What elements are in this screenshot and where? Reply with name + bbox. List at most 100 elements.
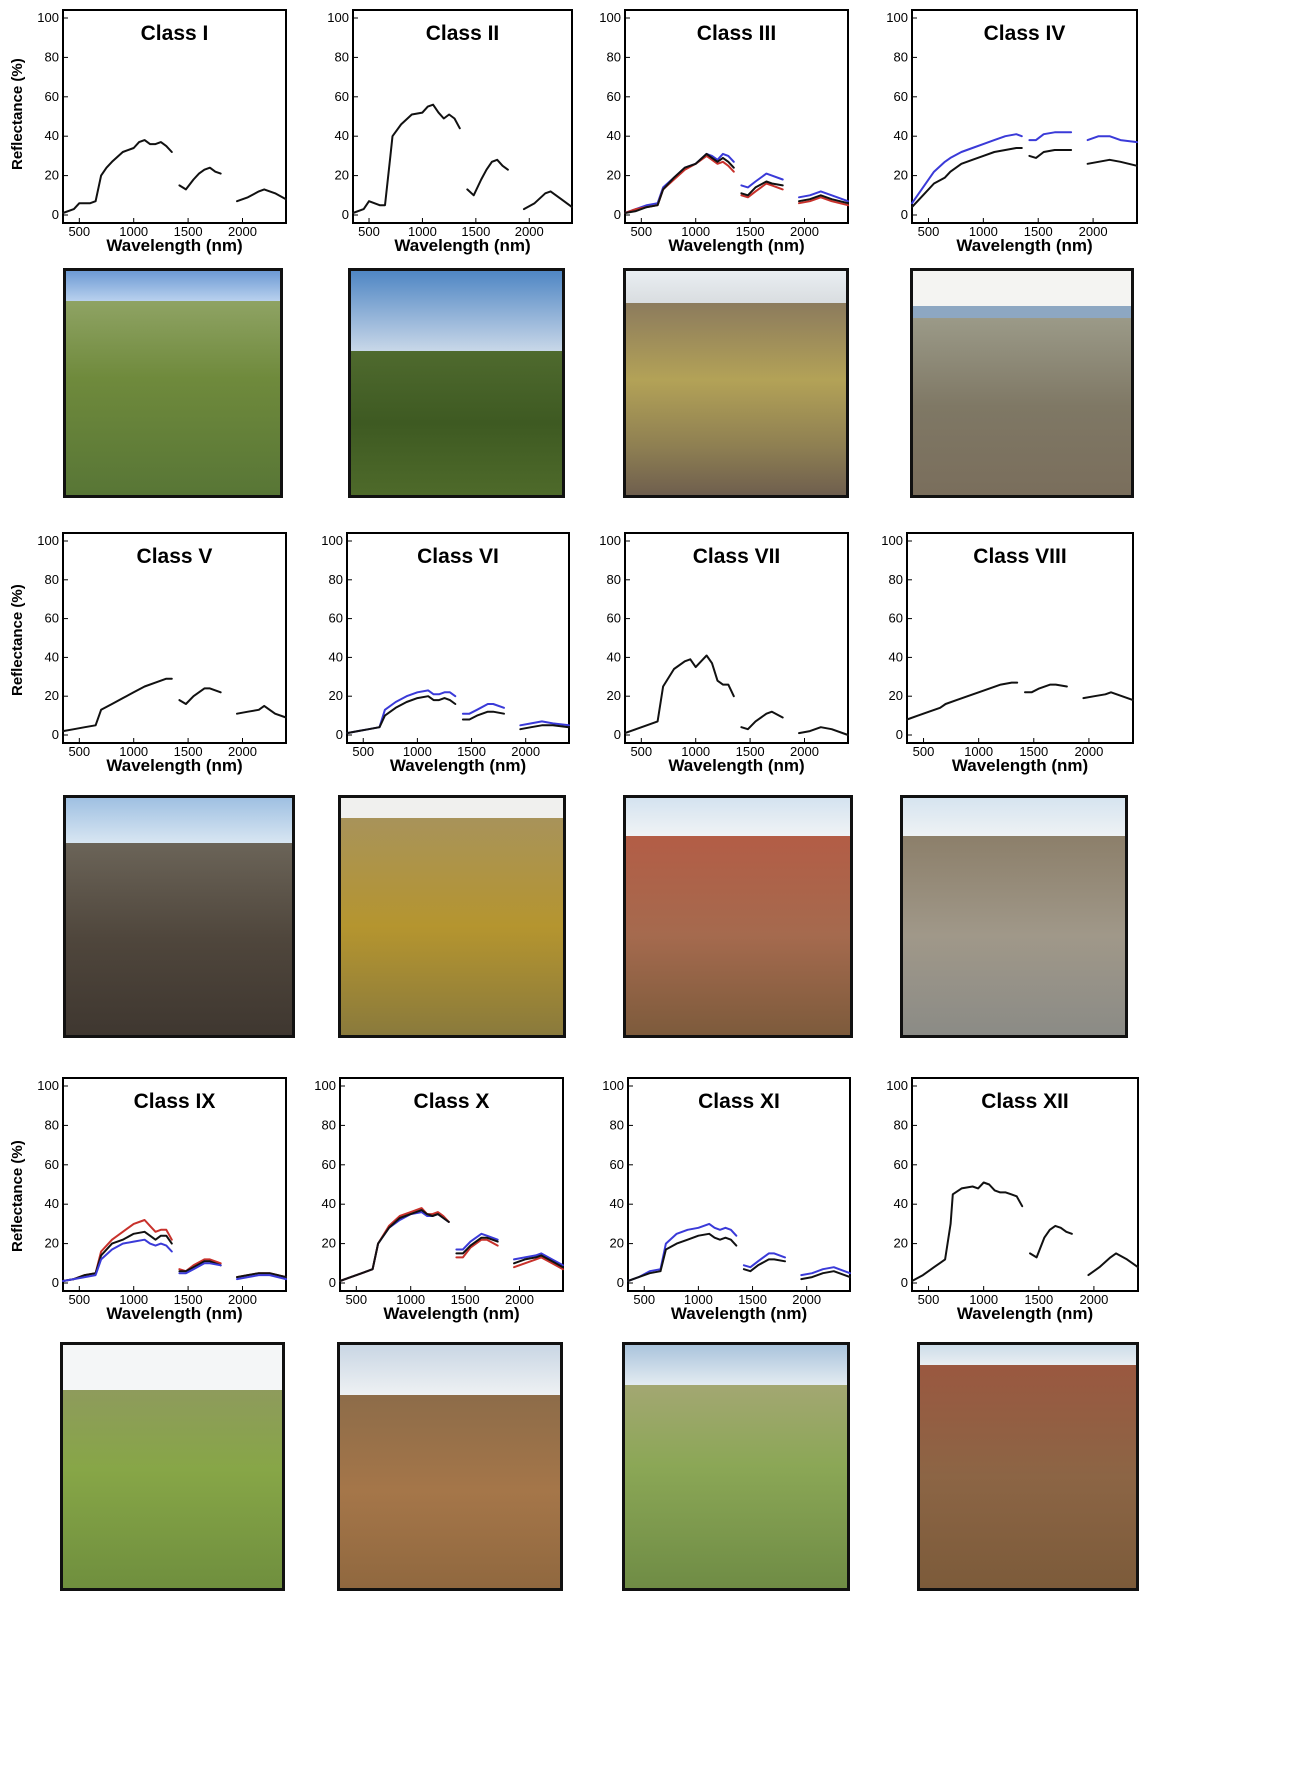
y-tick-label: 100 [602, 1078, 624, 1093]
series-line-black-seg1 [346, 695, 457, 735]
chart-svg: Class XI 0 20 40 60 80 100 500 1000 1500 2000Wavel… [602, 1077, 851, 1323]
series-line-blue-seg3 [798, 190, 849, 203]
series-line-black-seg2 [178, 687, 222, 705]
x-tick-label: 2000 [511, 744, 540, 759]
x-tick-label: 1500 [1024, 1292, 1053, 1307]
x-tick-label: 500 [68, 1292, 90, 1307]
x-tick-label: 2000 [228, 1292, 257, 1307]
x-tick-label: 1500 [451, 1292, 480, 1307]
series-line-blue-seg2 [178, 1262, 222, 1275]
x-tick-label: 500 [630, 224, 652, 239]
x-axis-label: Wavelength (nm) [394, 236, 530, 255]
x-tick-label: 1000 [408, 224, 437, 239]
chart-title: Class XI [698, 1090, 780, 1113]
series-line-black-seg3 [236, 1272, 287, 1279]
x-tick-label: 500 [918, 224, 940, 239]
y-tick-label: 40 [45, 1196, 59, 1211]
chart-svg: Class IV 0 20 40 60 80 100 500 1000 1500 2000Wavel… [886, 9, 1138, 255]
series-line-black-seg3 [1086, 158, 1138, 167]
x-tick-label: 500 [68, 744, 90, 759]
y-tick-label: 0 [52, 1275, 59, 1290]
plot-frame [906, 532, 1134, 744]
x-tick-label: 1500 [174, 224, 203, 239]
x-tick-label: 2000 [790, 744, 819, 759]
x-tick-label: 1500 [736, 744, 765, 759]
y-tick-label: 100 [886, 1078, 908, 1093]
field-photo-class-xii [917, 1342, 1139, 1591]
chart-panel-10: Class X 0 20 40 60 80 100 500 1000 1500 2000 Wavele… [314, 1077, 564, 1323]
chart-svg: Class VII 0 20 40 60 80 100 500 1000 1500 2000Wave… [599, 532, 849, 775]
series-line-black-seg2 [1029, 1224, 1073, 1259]
chart-panel-5: Class V 0 20 40 60 80 100 500 1000 1500 2000 Wavele… [37, 532, 287, 775]
y-tick-label: 0 [617, 1275, 624, 1290]
y-tick-label: 40 [45, 128, 59, 143]
series-line-black-seg1 [339, 1209, 450, 1282]
y-tick-label: 20 [335, 168, 349, 183]
field-photo-class-vi [338, 795, 566, 1038]
plot-frame [62, 9, 287, 224]
y-tick-label: 40 [889, 649, 903, 664]
y-tick-label: 100 [881, 533, 903, 548]
x-tick-label: 500 [913, 744, 935, 759]
x-axis-label: Wavelength (nm) [957, 1304, 1093, 1323]
x-tick-label: 500 [68, 224, 90, 239]
y-tick-label: 20 [894, 168, 908, 183]
y-tick-label: 100 [321, 533, 343, 548]
y-tick-label: 0 [52, 727, 59, 742]
y-tick-label: 80 [45, 572, 59, 587]
plot-frame [339, 1077, 564, 1292]
field-photo-class-iv [910, 268, 1134, 498]
series-line-black-seg3 [236, 188, 287, 203]
y-tick-label: 60 [329, 611, 343, 626]
series-line-black-seg2 [740, 710, 784, 731]
series-line-black-seg3 [1082, 691, 1134, 702]
plot-frame [352, 9, 573, 224]
series-line-black-seg1 [62, 677, 173, 733]
y-tick-label: 20 [329, 688, 343, 703]
x-tick-label: 2000 [790, 224, 819, 239]
y-tick-label: 0 [896, 727, 903, 742]
x-tick-label: 1000 [681, 744, 710, 759]
y-tick-label: 80 [45, 49, 59, 64]
y-tick-label: 0 [901, 207, 908, 222]
series-line-blue-seg2 [461, 703, 505, 715]
x-tick-label: 2000 [515, 224, 544, 239]
y-tick-label: 20 [894, 1236, 908, 1251]
series-line-black-seg3 [522, 190, 573, 211]
chart-panel-4: Class IV 0 20 40 60 80 100 500 1000 1500 2000 Wavel… [886, 9, 1138, 255]
x-tick-label: 500 [633, 1292, 655, 1307]
series-line-blue-seg1 [911, 133, 1023, 205]
series-line-red-seg3 [513, 1256, 564, 1271]
y-tick-label: 60 [607, 611, 621, 626]
series-line-blue-seg2 [455, 1232, 499, 1251]
x-axis-label: Wavelength (nm) [106, 756, 242, 775]
x-tick-label: 1500 [457, 744, 486, 759]
x-tick-label: 500 [345, 1292, 367, 1307]
y-tick-label: 40 [610, 1196, 624, 1211]
series-line-black-seg1 [352, 103, 461, 214]
y-tick-label: 0 [901, 1275, 908, 1290]
x-tick-label: 1500 [1024, 224, 1053, 239]
x-tick-label: 500 [630, 744, 652, 759]
y-tick-label: 60 [322, 1157, 336, 1172]
y-tick-label: 60 [610, 1157, 624, 1172]
x-tick-label: 2000 [1079, 224, 1108, 239]
field-photo-class-xi [622, 1342, 850, 1591]
x-tick-label: 1000 [119, 744, 148, 759]
chart-svg: Class X 0 20 40 60 80 100 500 1000 1500 2000Wavele… [314, 1077, 564, 1323]
chart-title: Class VII [693, 545, 781, 568]
x-axis-label: Wavelength (nm) [390, 756, 526, 775]
y-tick-label: 0 [614, 727, 621, 742]
series-line-blue-seg1 [627, 1222, 738, 1282]
chart-svg: Class V 0 20 40 60 80 100 500 1000 1500 2000Wavele… [37, 532, 287, 775]
y-tick-label: 60 [45, 1157, 59, 1172]
x-tick-label: 1500 [738, 1292, 767, 1307]
y-tick-label: 40 [607, 128, 621, 143]
x-tick-label: 500 [352, 744, 374, 759]
y-tick-label: 100 [314, 1078, 336, 1093]
x-tick-label: 2000 [505, 1292, 534, 1307]
y-tick-label: 60 [45, 611, 59, 626]
y-tick-label: 0 [52, 207, 59, 222]
y-tick-label: 20 [45, 1236, 59, 1251]
chart-svg: Class XII 0 20 40 60 80 100 500 1000 1500 2000Wave… [886, 1077, 1139, 1323]
